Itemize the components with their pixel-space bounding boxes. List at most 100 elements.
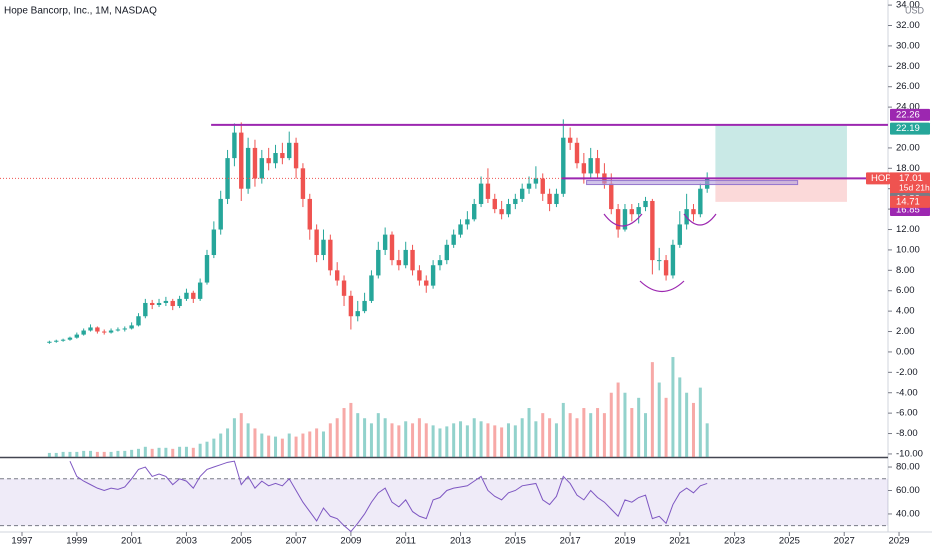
x-tick-label: 2003 bbox=[176, 536, 197, 547]
symbol-tag: HOPE bbox=[871, 173, 898, 184]
volume-bar bbox=[411, 423, 415, 457]
candle-body bbox=[156, 302, 162, 306]
candle-body bbox=[622, 209, 628, 230]
candle-body bbox=[149, 302, 155, 306]
y-tick-label: 6.00 bbox=[896, 285, 915, 296]
candle-body bbox=[465, 219, 470, 225]
candle-body bbox=[95, 327, 100, 332]
candle-body bbox=[129, 325, 134, 329]
candle-body bbox=[88, 327, 93, 331]
head-arc bbox=[639, 280, 685, 293]
y-tick-label: 34.00 bbox=[896, 0, 920, 11]
candle-body bbox=[650, 200, 655, 261]
volume-bar bbox=[554, 423, 558, 457]
volume-bar bbox=[116, 450, 120, 457]
volume-bar bbox=[479, 421, 483, 457]
candle-body bbox=[108, 330, 114, 333]
volume-bar bbox=[363, 418, 367, 457]
volume-bar bbox=[650, 362, 654, 457]
volume-bar bbox=[130, 449, 134, 457]
x-tick-label: 2009 bbox=[340, 536, 361, 547]
volume-bar bbox=[582, 408, 586, 457]
volume-bar bbox=[657, 382, 661, 457]
candle-body bbox=[670, 244, 676, 276]
volume-bar bbox=[335, 418, 339, 457]
volume-bar bbox=[164, 447, 168, 457]
volume-bar bbox=[616, 382, 620, 457]
candle-body bbox=[492, 198, 497, 210]
candle-body bbox=[184, 292, 189, 299]
candle-body bbox=[677, 224, 682, 245]
volume-bar bbox=[143, 446, 147, 457]
x-tick-label: 2007 bbox=[286, 536, 307, 547]
stop-tag-bg bbox=[890, 195, 930, 208]
y-tick-label: 32.00 bbox=[896, 20, 920, 31]
rsi-tick-label: 40.00 bbox=[896, 508, 920, 519]
x-tick-label: 2021 bbox=[669, 536, 690, 547]
x-tick-label: 2005 bbox=[231, 536, 252, 547]
volume-bar bbox=[184, 446, 188, 457]
x-tick-label: 2029 bbox=[888, 536, 909, 547]
rsi-line bbox=[69, 460, 708, 533]
candle-body bbox=[211, 229, 217, 256]
candle-body bbox=[629, 209, 635, 215]
candle-body bbox=[424, 280, 429, 286]
target-tag: 22.19 bbox=[896, 123, 920, 134]
volume-bar bbox=[390, 423, 394, 457]
volume-bar bbox=[232, 418, 236, 457]
volume-bar bbox=[315, 428, 319, 457]
last-tag: 17.01 bbox=[899, 173, 923, 184]
y-tick-label: -2.00 bbox=[896, 367, 918, 378]
volume-bar bbox=[328, 423, 332, 457]
volume-bar bbox=[623, 392, 627, 457]
volume-bar bbox=[459, 421, 463, 457]
candle-body bbox=[314, 229, 319, 256]
volume-bar bbox=[191, 447, 195, 457]
candle-body bbox=[273, 153, 278, 164]
volume-bar bbox=[376, 413, 380, 457]
volume-bar bbox=[178, 446, 182, 457]
y-tick-label: 18.00 bbox=[896, 163, 920, 174]
candle-body bbox=[341, 280, 347, 296]
countdown-tag: 15d 21h bbox=[899, 183, 930, 193]
candle-body bbox=[410, 249, 415, 271]
volume-bar bbox=[678, 377, 682, 457]
volume-bar bbox=[431, 425, 435, 457]
candle-body bbox=[499, 209, 504, 215]
volume-bar bbox=[465, 425, 469, 457]
volume-bar bbox=[520, 418, 524, 457]
volume-bar bbox=[274, 436, 278, 457]
candle-body bbox=[74, 334, 80, 338]
candle-body bbox=[376, 249, 381, 276]
y-tick-label: 20.00 bbox=[896, 142, 920, 153]
volume-bar bbox=[527, 408, 531, 457]
volume-bar bbox=[424, 423, 428, 457]
candle-body bbox=[163, 300, 169, 303]
candle-body bbox=[636, 207, 641, 215]
candle-body bbox=[115, 329, 121, 331]
volume-bar bbox=[157, 447, 161, 457]
volume-bar bbox=[486, 423, 490, 457]
candle-body bbox=[581, 163, 587, 174]
y-tick-label: 30.00 bbox=[896, 40, 920, 51]
y-tick-label: 10.00 bbox=[896, 244, 920, 255]
volume-bar bbox=[68, 451, 72, 457]
y-tick-label: 4.00 bbox=[896, 306, 915, 317]
volume-bar bbox=[575, 418, 579, 457]
volume-bar bbox=[267, 435, 271, 457]
volume-bar bbox=[568, 413, 572, 457]
candle-body bbox=[204, 255, 210, 283]
candle-body bbox=[293, 142, 299, 169]
volume-bar bbox=[397, 425, 401, 457]
candle-body bbox=[574, 142, 580, 164]
candle-body bbox=[122, 328, 127, 330]
volume-bar bbox=[102, 451, 106, 457]
x-tick-label: 2027 bbox=[834, 536, 855, 547]
support-box bbox=[586, 180, 799, 186]
y-tick-label: -4.00 bbox=[896, 387, 918, 398]
candle-body bbox=[300, 168, 306, 199]
right-shoulder-arc bbox=[683, 213, 717, 226]
candle-body bbox=[417, 270, 422, 281]
